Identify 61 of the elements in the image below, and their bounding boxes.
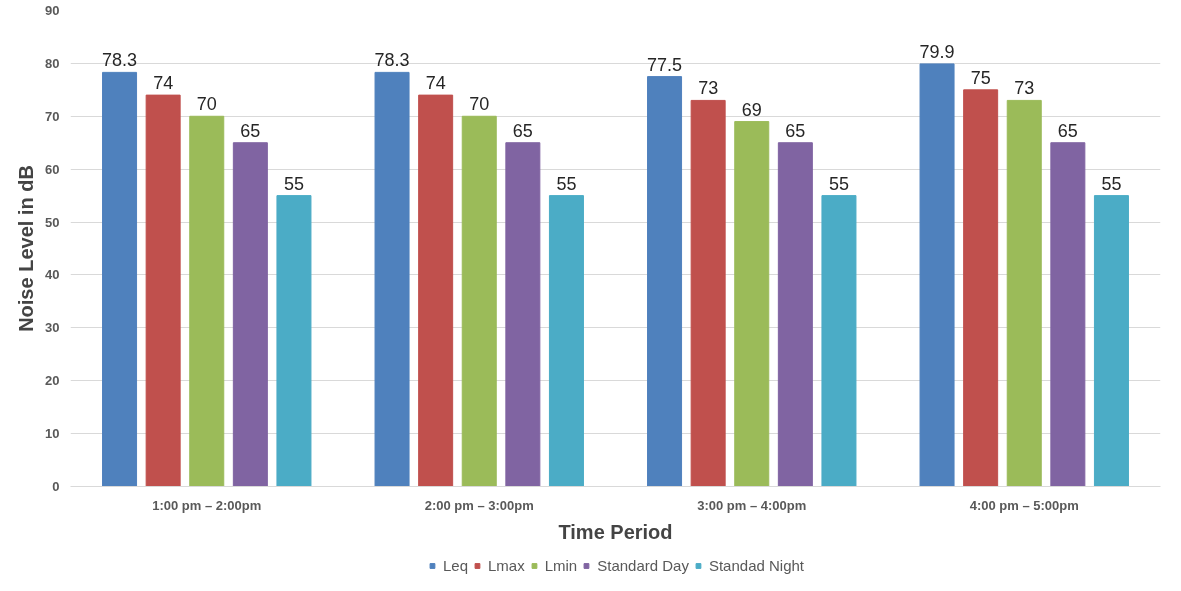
bar bbox=[734, 121, 770, 487]
y-tick-label: 50 bbox=[45, 214, 60, 230]
x-tick-label: 1:00 pm – 2:00pm bbox=[152, 497, 262, 513]
bar bbox=[505, 142, 541, 487]
y-tick-label: 70 bbox=[45, 108, 60, 124]
bar bbox=[145, 94, 181, 487]
data-label: 65 bbox=[512, 120, 533, 141]
y-tick-label: 40 bbox=[45, 267, 60, 283]
y-tick-label: 10 bbox=[45, 426, 60, 442]
legend-label: Standard Day bbox=[597, 556, 689, 574]
y-tick-label: 60 bbox=[45, 161, 60, 177]
x-axis-title: Time Period bbox=[558, 520, 673, 543]
data-label: 65 bbox=[785, 120, 806, 141]
bar bbox=[963, 89, 999, 487]
bar bbox=[374, 71, 410, 487]
bar bbox=[919, 63, 955, 487]
data-label: 65 bbox=[240, 120, 261, 141]
bar bbox=[232, 142, 268, 487]
data-label: 74 bbox=[425, 73, 446, 94]
data-label: 70 bbox=[196, 94, 217, 115]
y-tick-label: 0 bbox=[52, 479, 60, 494]
data-label: 70 bbox=[469, 94, 490, 115]
x-tick-label: 4:00 pm – 5:00pm bbox=[969, 497, 1079, 513]
bar bbox=[189, 115, 225, 487]
legend-label: Lmax bbox=[488, 556, 525, 574]
y-tick-label: 30 bbox=[45, 320, 60, 336]
data-label: 55 bbox=[1101, 173, 1122, 194]
data-label: 75 bbox=[970, 67, 991, 88]
bar bbox=[647, 76, 683, 487]
data-label: 77.5 bbox=[647, 54, 683, 75]
data-label: 55 bbox=[828, 173, 849, 194]
bar bbox=[690, 99, 726, 487]
bar bbox=[821, 195, 857, 487]
data-label: 73 bbox=[698, 78, 719, 99]
x-tick-label: 3:00 pm – 4:00pm bbox=[697, 497, 807, 513]
bar bbox=[418, 94, 454, 487]
data-label: 78.3 bbox=[374, 50, 410, 71]
y-tick-label: 80 bbox=[45, 55, 60, 71]
y-axis-title: Noise Level in dB bbox=[15, 165, 38, 332]
x-tick-label: 2:00 pm – 3:00pm bbox=[424, 497, 534, 513]
data-label: 69 bbox=[741, 99, 762, 120]
data-label: 55 bbox=[556, 173, 577, 194]
bar bbox=[1050, 142, 1086, 487]
bar bbox=[548, 195, 584, 487]
y-tick-label: 20 bbox=[45, 373, 60, 389]
data-label: 65 bbox=[1057, 120, 1078, 141]
bar bbox=[461, 115, 497, 487]
legend-label: Leq bbox=[442, 556, 469, 574]
data-label: 78.3 bbox=[102, 50, 138, 71]
y-tick-label: 90 bbox=[45, 3, 60, 18]
legend-label: Standad Night bbox=[708, 556, 805, 574]
data-label: 73 bbox=[1014, 78, 1035, 99]
bar bbox=[276, 195, 312, 487]
data-label: 55 bbox=[283, 173, 304, 194]
data-label: 79.9 bbox=[919, 41, 955, 62]
bar bbox=[777, 142, 813, 487]
bar bbox=[1093, 195, 1129, 487]
bar bbox=[102, 71, 138, 487]
bar bbox=[1006, 99, 1042, 487]
data-label: 74 bbox=[153, 73, 174, 94]
legend-label: Lmin bbox=[544, 556, 578, 574]
